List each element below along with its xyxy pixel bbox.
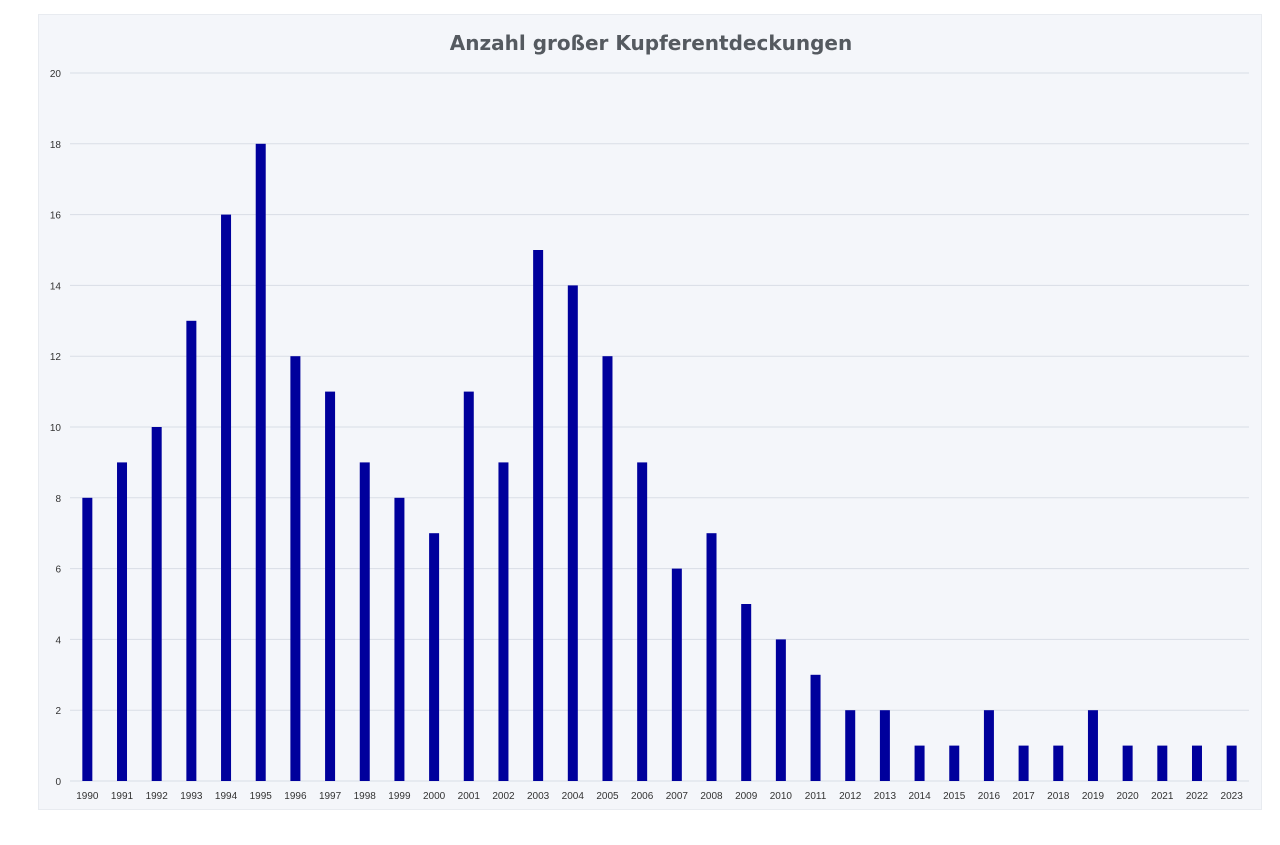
x-tick-label: 1991 [111,791,134,802]
y-tick-label: 16 [50,211,62,222]
bar-2023 [1226,745,1237,781]
bar-1992 [151,427,162,781]
bar-1990 [82,497,93,781]
x-tick-label: 1994 [215,791,238,802]
y-tick-label: 6 [55,565,61,576]
bar-chart: Anzahl großer Kupferentdeckungen 0 2 4 6 8 10… [50,31,1249,802]
bar-2011 [810,674,821,781]
y-tick-label: 14 [50,281,62,292]
bar-2001 [463,391,474,781]
bar-2000 [429,533,440,781]
x-tick-label: 2007 [666,791,689,802]
bar-1996 [290,356,301,781]
bar-2006 [637,462,648,781]
bar-1999 [394,497,405,781]
bar-2013 [879,710,890,781]
x-axis-ticks: 1990 1991 1992 1993 1994 1995 1996 1997 1998 1999… [76,791,1243,802]
x-tick-label: 2003 [527,791,550,802]
y-tick-label: 2 [55,706,61,717]
x-tick-label: 2002 [492,791,515,802]
x-tick-label: 2019 [1082,791,1105,802]
y-tick-label: 8 [55,494,61,505]
bar-2002 [498,462,509,781]
bar-2004 [567,285,578,781]
bars [82,143,1237,782]
x-tick-label: 1999 [388,791,411,802]
bar-1995 [255,143,266,782]
x-tick-label: 2004 [562,791,585,802]
x-tick-label: 1998 [354,791,377,802]
y-tick-label: 20 [50,69,62,80]
gridlines [70,72,1249,782]
bar-2017 [1018,745,1029,781]
bar-1998 [359,462,370,781]
bar-2014 [914,745,925,781]
x-tick-label: 2016 [978,791,1001,802]
y-tick-label: 12 [50,352,62,363]
bar-2021 [1157,745,1168,781]
x-tick-label: 1993 [180,791,203,802]
x-tick-label: 2020 [1117,791,1140,802]
x-tick-label: 2013 [874,791,897,802]
y-tick-label: 10 [50,423,62,434]
x-tick-label: 2010 [770,791,793,802]
bar-2015 [949,745,960,781]
x-tick-label: 1990 [76,791,99,802]
bar-2009 [741,604,752,781]
x-tick-label: 1997 [319,791,342,802]
bar-1994 [221,214,232,782]
bar-2010 [775,639,786,781]
x-tick-label: 2015 [943,791,966,802]
chart-title: Anzahl großer Kupferentdeckungen [450,31,852,55]
y-tick-label: 4 [55,635,61,646]
bar-2007 [671,568,682,781]
bar-1997 [325,391,336,781]
bar-2018 [1053,745,1064,781]
x-tick-label: 2021 [1151,791,1174,802]
y-axis-ticks: 0 2 4 6 8 10 12 14 16 18 20 [50,69,62,788]
x-tick-label: 2006 [631,791,654,802]
x-tick-label: 2012 [839,791,862,802]
x-tick-label: 2008 [700,791,723,802]
x-tick-label: 2009 [735,791,758,802]
bar-2008 [706,533,717,781]
x-tick-label: 1995 [250,791,273,802]
y-tick-label: 0 [55,777,61,788]
x-tick-label: 2018 [1047,791,1070,802]
bar-2012 [845,710,856,781]
x-tick-label: 2001 [458,791,481,802]
bar-1993 [186,320,197,781]
x-tick-label: 2011 [805,791,827,802]
bar-2019 [1087,710,1098,781]
bar-2022 [1191,745,1202,781]
x-tick-label: 2023 [1221,791,1244,802]
bar-2003 [533,250,544,781]
y-tick-label: 18 [50,140,62,151]
x-tick-label: 2017 [1012,791,1035,802]
x-tick-label: 1992 [146,791,169,802]
bar-2016 [983,710,994,781]
x-tick-label: 1996 [284,791,307,802]
x-tick-label: 2014 [908,791,931,802]
x-tick-label: 2005 [596,791,619,802]
chart-panel: Anzahl großer Kupferentdeckungen 0 2 4 6 8 10… [38,14,1262,810]
x-tick-label: 2000 [423,791,446,802]
bar-2020 [1122,745,1133,781]
bar-1991 [117,462,128,781]
x-tick-label: 2022 [1186,791,1209,802]
bar-2005 [602,356,613,781]
